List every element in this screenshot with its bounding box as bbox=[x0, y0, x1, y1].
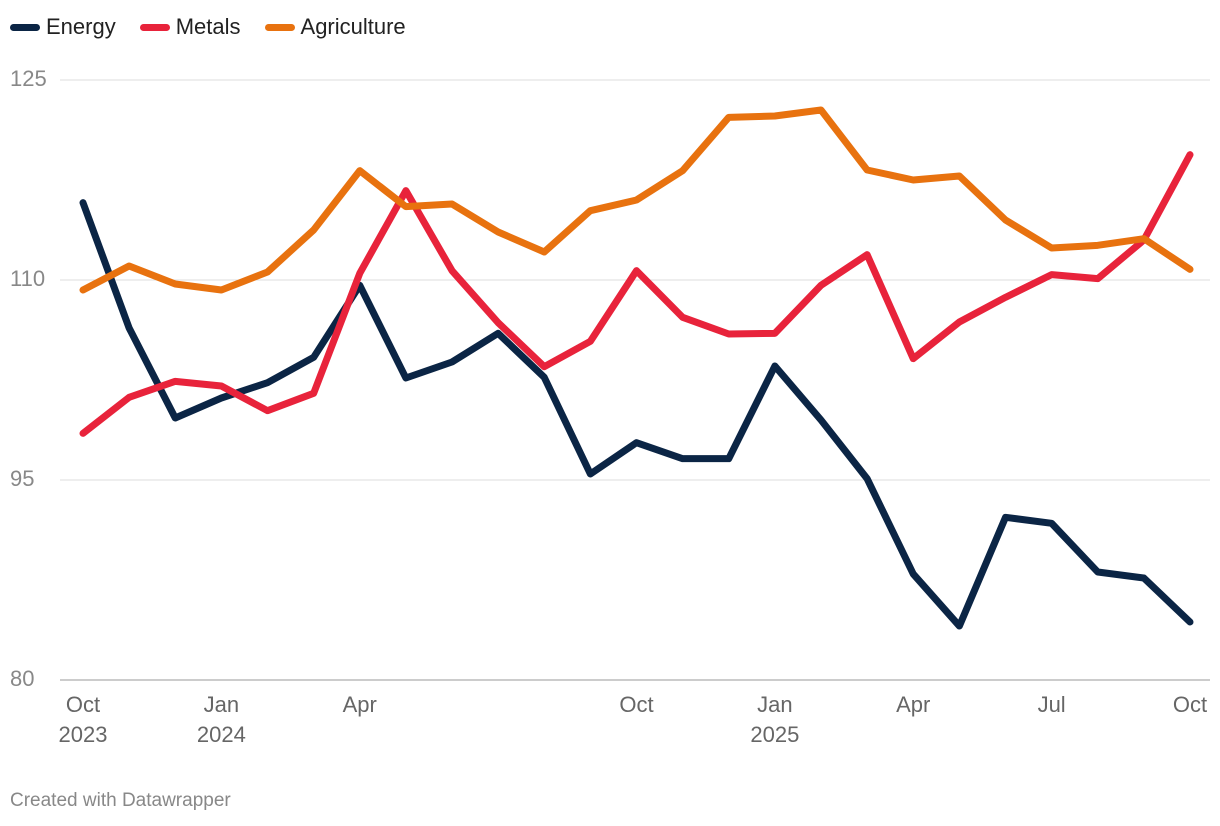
legend-swatch bbox=[139, 23, 170, 31]
legend-swatch bbox=[264, 23, 295, 31]
x-tick-label: Apr bbox=[342, 692, 377, 717]
y-tick-label: 80 bbox=[10, 666, 34, 691]
legend-item: Agriculture bbox=[264, 14, 406, 40]
legend-item: Energy bbox=[10, 14, 116, 40]
y-tick-label: 110 bbox=[10, 266, 45, 291]
legend-label: Energy bbox=[46, 14, 116, 39]
series-line bbox=[79, 106, 1194, 294]
legend-label: Metals bbox=[175, 14, 241, 39]
legend-label: Agriculture bbox=[300, 14, 406, 39]
legend-item: Metals bbox=[139, 14, 241, 40]
x-tick-label: Oct 2023 bbox=[58, 692, 108, 747]
x-tick-label: Oct bbox=[619, 692, 654, 717]
y-tick-label: 95 bbox=[10, 466, 34, 491]
x-tick-label: Apr bbox=[896, 692, 931, 717]
source: Created with Datawrapper bbox=[10, 790, 231, 811]
series-line bbox=[79, 151, 1194, 437]
x-tick-label: Jul bbox=[1037, 692, 1066, 717]
legend-swatch bbox=[10, 23, 40, 31]
series-line bbox=[79, 199, 1194, 630]
x-tick-label: Jan 2024 bbox=[196, 692, 246, 747]
x-tick-label: Oct bbox=[1172, 692, 1208, 717]
y-tick-label: 125 bbox=[10, 66, 47, 91]
x-tick-label: Jan 2025 bbox=[750, 692, 800, 747]
